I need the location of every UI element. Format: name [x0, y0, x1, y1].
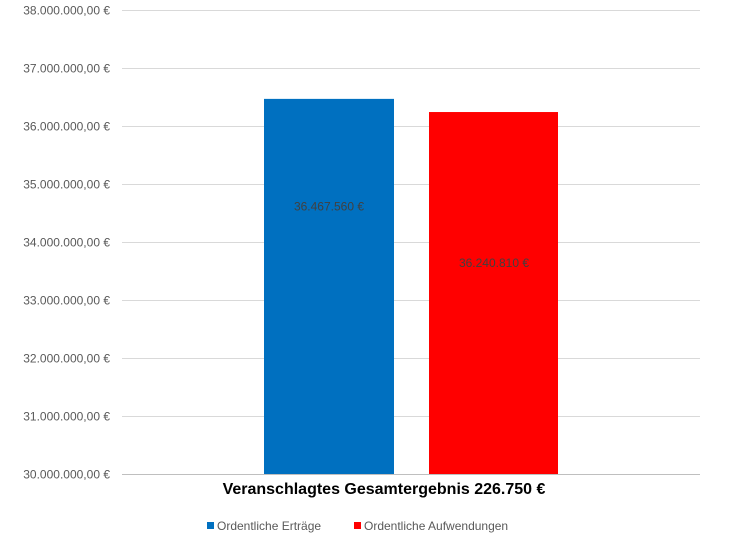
x-axis-title: Veranschlagtes Gesamtergebnis 226.750 € — [223, 481, 546, 498]
bar — [264, 98, 394, 474]
y-tick-label: 32.000.000,00 € — [23, 352, 110, 366]
y-tick-label: 36.000.000,00 € — [23, 120, 110, 134]
legend-label: Ordentliche Erträge — [217, 519, 321, 533]
bar — [429, 112, 558, 474]
y-tick-label: 38.000.000,00 € — [23, 4, 110, 18]
legend-label: Ordentliche Aufwendungen — [364, 519, 508, 533]
bars — [264, 98, 558, 474]
y-tick-label: 33.000.000,00 € — [23, 294, 110, 308]
legend-swatch — [207, 522, 214, 529]
legend-swatch — [354, 522, 361, 529]
y-tick-label: 34.000.000,00 € — [23, 236, 110, 250]
y-axis: 30.000.000,00 € 31.000.000,00 € 32.000.000… — [23, 4, 110, 482]
legend: Ordentliche Erträge Ordentliche Aufwendun… — [207, 519, 508, 533]
data-label: 36.467.560 € — [294, 199, 364, 213]
data-labels: 36.467.560 € 36.240.810 € — [294, 199, 529, 270]
y-tick-label: 37.000.000,00 € — [23, 62, 110, 76]
y-tick-label: 35.000.000,00 € — [23, 178, 110, 192]
data-label: 36.240.810 € — [459, 256, 529, 270]
y-tick-label: 30.000.000,00 € — [23, 468, 110, 482]
gridlines — [122, 10, 700, 475]
y-tick-label: 31.000.000,00 € — [23, 410, 110, 424]
